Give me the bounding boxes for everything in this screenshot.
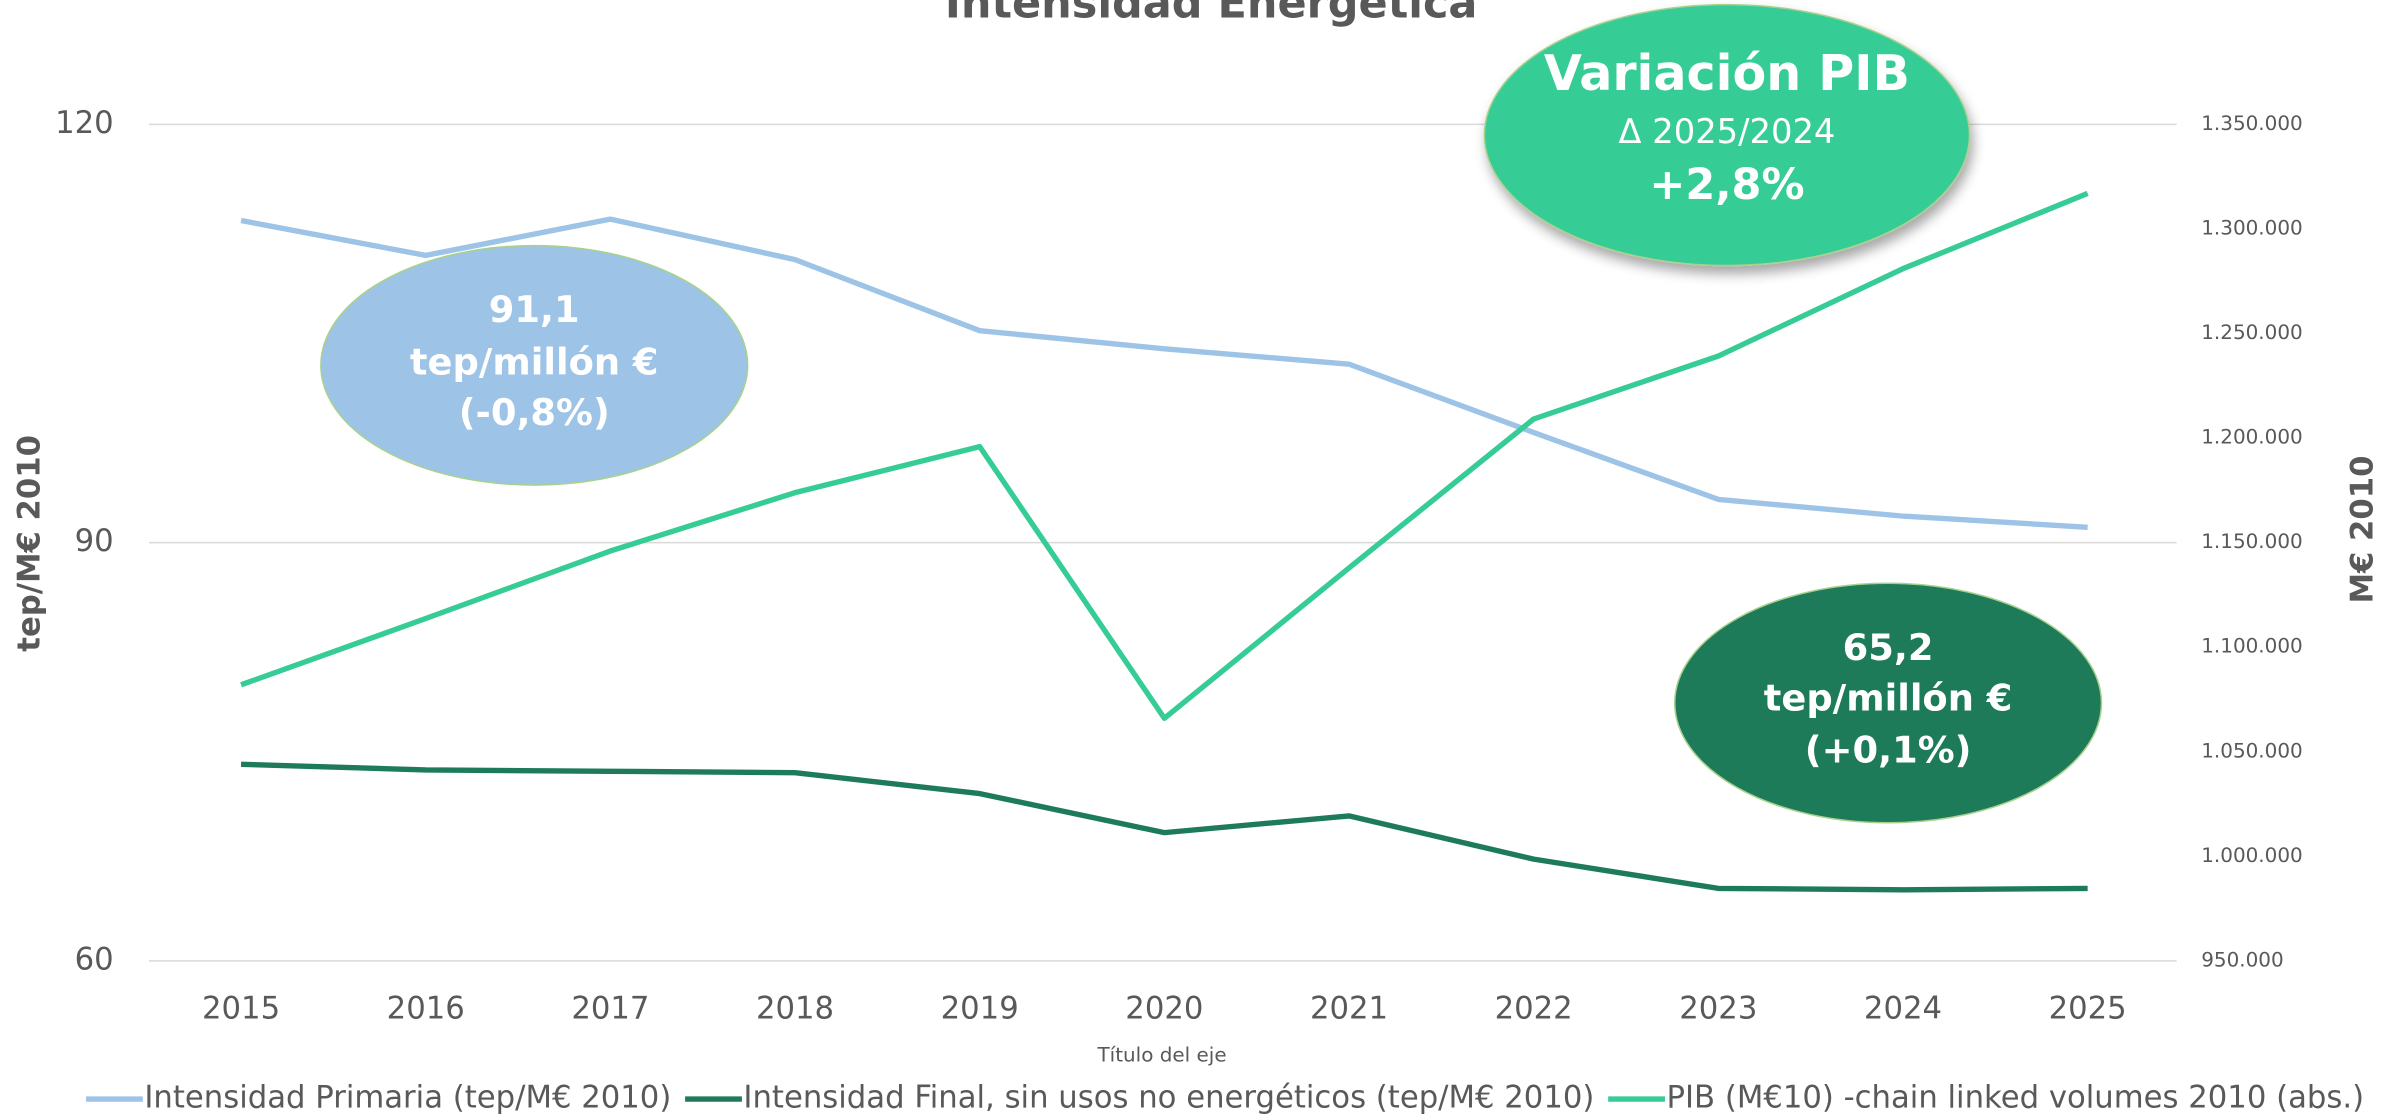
chart-title: Intensidad Energética xyxy=(945,0,1478,29)
x-tick-label: 2024 xyxy=(1864,992,1942,1027)
annotation-text: +2,8% xyxy=(1649,160,1804,210)
x-tick-label: 2021 xyxy=(1310,992,1388,1027)
annotation-text: 91,1 xyxy=(489,288,580,331)
x-tick-label: 2025 xyxy=(2049,992,2127,1027)
annotation-text: (-0,8%) xyxy=(459,391,610,434)
y-tick-label: 120 xyxy=(55,106,114,141)
x-tick-label: 2016 xyxy=(387,992,465,1027)
y2-axis-title: M€ 2010 xyxy=(2345,456,2380,604)
y2-tick-label: 1.050.000 xyxy=(2201,738,2302,762)
y-tick-label: 60 xyxy=(75,942,114,977)
annotation-bubble xyxy=(320,244,749,486)
annotation-text: Δ 2025/2024 xyxy=(1618,112,1835,151)
legend-label: Intensidad Primaria (tep/M€ 2010) xyxy=(144,1081,671,1116)
y2-tick-label: 950.000 xyxy=(2201,947,2283,971)
annotation-bubble xyxy=(1673,582,2103,824)
annotation-text: tep/millón € xyxy=(1764,676,2013,719)
series-line xyxy=(240,190,2089,721)
legend-label: PIB (M€10) -chain linked volumes 2010 (a… xyxy=(1666,1081,2364,1116)
y-axis-title: tep/M€ 2010 xyxy=(12,435,47,652)
annotation-text: 65,2 xyxy=(1843,626,1934,669)
y-tick-label: 90 xyxy=(75,524,114,559)
x-tick-label: 2015 xyxy=(202,992,280,1027)
annotation-text: (+0,1%) xyxy=(1805,729,1972,772)
y2-tick-label: 1.200.000 xyxy=(2201,425,2302,449)
y2-tick-label: 1.100.000 xyxy=(2201,634,2302,658)
y2-tick-label: 1.000.000 xyxy=(2201,843,2302,867)
annotation-text: tep/millón € xyxy=(410,340,659,383)
series-line xyxy=(240,216,2088,530)
legend: Intensidad Primaria (tep/M€ 2010) Intensi… xyxy=(86,1081,2364,1116)
x-tick-label: 2019 xyxy=(941,992,1019,1027)
x-axis-title: Título del eje xyxy=(1096,1043,1226,1067)
x-tick-label: 2022 xyxy=(1495,992,1573,1027)
x-tick-label: 2018 xyxy=(756,992,834,1027)
x-tick-label: 2017 xyxy=(571,992,649,1027)
annotation-text: Variación PIB xyxy=(1544,44,1910,102)
y2-tick-label: 1.250.000 xyxy=(2201,320,2302,344)
x-tick-label: 2020 xyxy=(1125,992,1203,1027)
y2-tick-label: 1.350.000 xyxy=(2201,111,2302,135)
x-tick-label: 2023 xyxy=(1679,992,1757,1027)
y2-tick-label: 1.300.000 xyxy=(2201,215,2302,239)
annotation-bubble xyxy=(1483,3,1971,267)
y2-tick-label: 1.150.000 xyxy=(2201,529,2302,553)
legend-label: Intensidad Final, sin usos no energético… xyxy=(743,1081,1594,1116)
series-line xyxy=(240,761,2088,893)
